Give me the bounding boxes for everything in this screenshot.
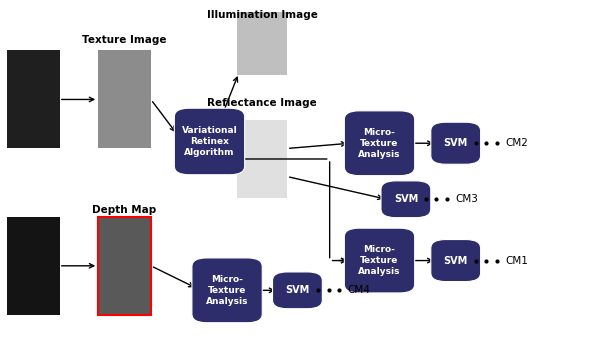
Text: SVM: SVM bbox=[444, 138, 468, 148]
FancyBboxPatch shape bbox=[174, 108, 244, 175]
Text: CM2: CM2 bbox=[505, 138, 528, 148]
FancyBboxPatch shape bbox=[192, 258, 262, 323]
FancyBboxPatch shape bbox=[237, 120, 287, 198]
FancyBboxPatch shape bbox=[98, 217, 151, 315]
Text: CM3: CM3 bbox=[455, 194, 478, 204]
FancyBboxPatch shape bbox=[7, 217, 60, 315]
FancyBboxPatch shape bbox=[237, 12, 287, 75]
FancyBboxPatch shape bbox=[381, 181, 431, 218]
FancyBboxPatch shape bbox=[431, 122, 481, 164]
Text: Micro-
Texture
Analysis: Micro- Texture Analysis bbox=[206, 275, 249, 306]
Text: Variational
Retinex
Algorithm: Variational Retinex Algorithm bbox=[181, 126, 237, 157]
FancyBboxPatch shape bbox=[345, 111, 415, 176]
Text: Illumination Image: Illumination Image bbox=[207, 10, 317, 20]
Text: Micro-
Texture
Analysis: Micro- Texture Analysis bbox=[358, 128, 401, 159]
FancyBboxPatch shape bbox=[345, 228, 415, 293]
Text: CM1: CM1 bbox=[505, 256, 528, 265]
Text: SVM: SVM bbox=[394, 194, 418, 204]
Text: CM4: CM4 bbox=[348, 285, 370, 295]
Text: Reflectance Image: Reflectance Image bbox=[207, 98, 317, 108]
Text: Depth Map: Depth Map bbox=[92, 205, 157, 215]
FancyBboxPatch shape bbox=[7, 50, 60, 149]
Text: SVM: SVM bbox=[444, 256, 468, 265]
Text: Micro-
Texture
Analysis: Micro- Texture Analysis bbox=[358, 245, 401, 276]
Text: Texture Image: Texture Image bbox=[82, 35, 167, 45]
Text: SVM: SVM bbox=[285, 285, 310, 295]
FancyBboxPatch shape bbox=[431, 240, 481, 282]
FancyBboxPatch shape bbox=[98, 50, 151, 149]
FancyBboxPatch shape bbox=[273, 272, 322, 309]
